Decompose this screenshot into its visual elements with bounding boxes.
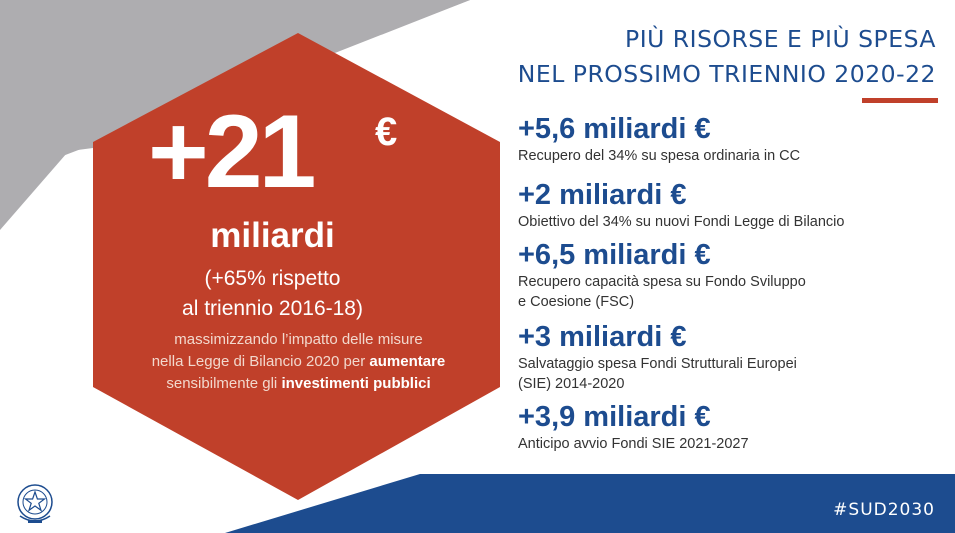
italian-republic-emblem-icon [17, 484, 53, 523]
navy-footer-band [225, 474, 955, 533]
resource-description: (SIE) 2014-2020 [518, 376, 625, 392]
page-title: PIÙ RISORSE E PIÙ SPESA NEL PROSSIMO TRI… [518, 22, 936, 92]
note-line-1: massimizzando l’impatto delle misure [174, 331, 423, 348]
resource-item: +2 miliardi € Obiettivo del 34% su nuovi… [518, 178, 948, 232]
resource-item: +3,9 miliardi € Anticipo avvio Fondi SIE… [518, 400, 948, 454]
resource-item: +3 miliardi € Salvataggio spesa Fondi St… [518, 320, 948, 394]
percent-line-2: al triennio 2016-18) [182, 297, 363, 320]
resource-description: Recupero capacità spesa su Fondo Svilupp… [518, 274, 806, 290]
resource-description: Anticipo avvio Fondi SIE 2021-2027 [518, 436, 749, 452]
note-line-3-bold: investimenti pubblici [281, 375, 431, 392]
title-underline [862, 98, 938, 103]
note-line-2-text: nella Legge di Bilancio 2020 per [151, 353, 370, 370]
note-line-2: nella Legge di Bilancio 2020 per aumenta… [0, 351, 597, 373]
resource-amount: +3,9 miliardi € [518, 401, 711, 433]
resource-description: Obiettivo del 34% su nuovi Fondi Legge d… [518, 214, 845, 230]
resource-amount: +3 miliardi € [518, 321, 687, 353]
resource-item: +6,5 miliardi € Recupero capacità spesa … [518, 238, 948, 312]
note-line-3: sensibilmente gli investimenti pubblici [0, 373, 597, 395]
resource-item: +5,6 miliardi € Recupero del 34% su spes… [518, 112, 948, 166]
resource-description: e Coesione (FSC) [518, 294, 635, 310]
resource-list: +5,6 miliardi € Recupero del 34% su spes… [518, 112, 948, 454]
hashtag: #SUD2030 [833, 500, 935, 520]
resource-description: Salvataggio spesa Fondi Strutturali Euro… [518, 356, 797, 372]
headline-amount: +21 [148, 94, 316, 210]
percent-line-1: (+65% rispetto [204, 267, 341, 290]
title-line-1: PIÙ RISORSE E PIÙ SPESA [625, 25, 936, 53]
headline-unit: miliardi [210, 216, 335, 255]
headline-currency: € [375, 110, 398, 154]
resource-amount: +5,6 miliardi € [518, 113, 711, 145]
note-line-2-bold: aumentare [369, 353, 446, 370]
resource-description: Recupero del 34% su spesa ordinaria in C… [518, 148, 801, 164]
title-line-2: NEL PROSSIMO TRIENNIO 2020-22 [517, 60, 936, 88]
percent-comparison: (+65% rispetto al triennio 2016-18) [0, 264, 545, 324]
hexagon-note: massimizzando l’impatto delle misure nel… [0, 329, 597, 395]
note-line-3-text: sensibilmente gli [166, 375, 282, 392]
resource-amount: +6,5 miliardi € [518, 239, 711, 271]
resource-amount: +2 miliardi € [518, 179, 687, 211]
